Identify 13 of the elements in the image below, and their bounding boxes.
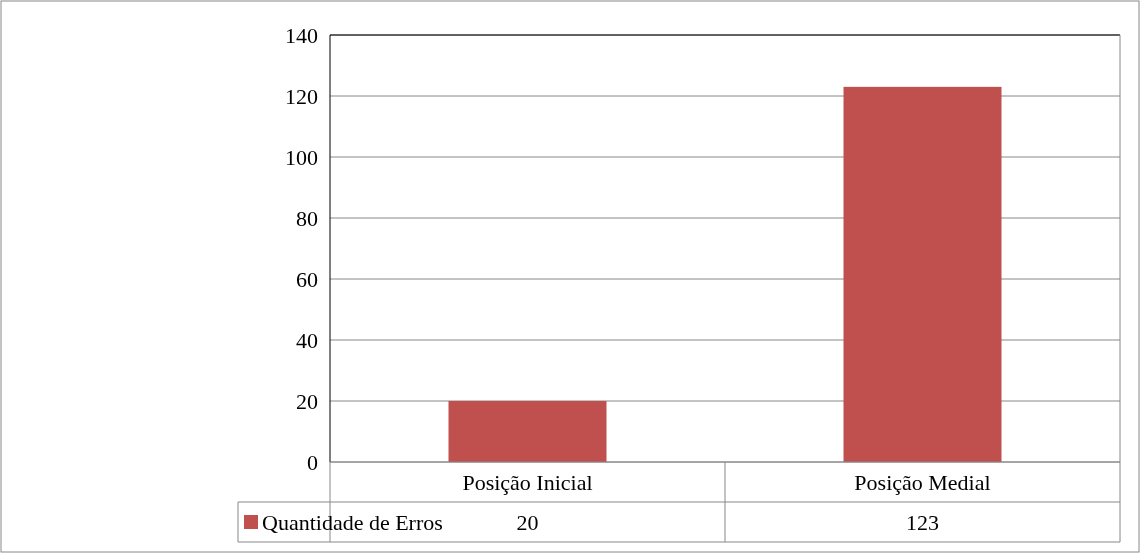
x-tick-label: Posição Medial [854, 469, 991, 495]
y-tick-label: 120 [285, 83, 318, 109]
data-label: 123 [906, 509, 939, 535]
data-label: 20 [516, 509, 539, 535]
x-tick-label: Posição Inicial [462, 469, 593, 495]
legend-label: Quantidade de Erros [262, 509, 443, 535]
y-tick-label: 80 [296, 205, 318, 231]
y-tick-label: 40 [296, 327, 318, 353]
y-tick-label: 100 [285, 144, 318, 170]
y-tick-label: 60 [296, 266, 318, 292]
y-tick-label: 20 [296, 388, 318, 414]
y-tick-label: 0 [307, 449, 318, 475]
y-tick-label: 140 [285, 22, 318, 48]
